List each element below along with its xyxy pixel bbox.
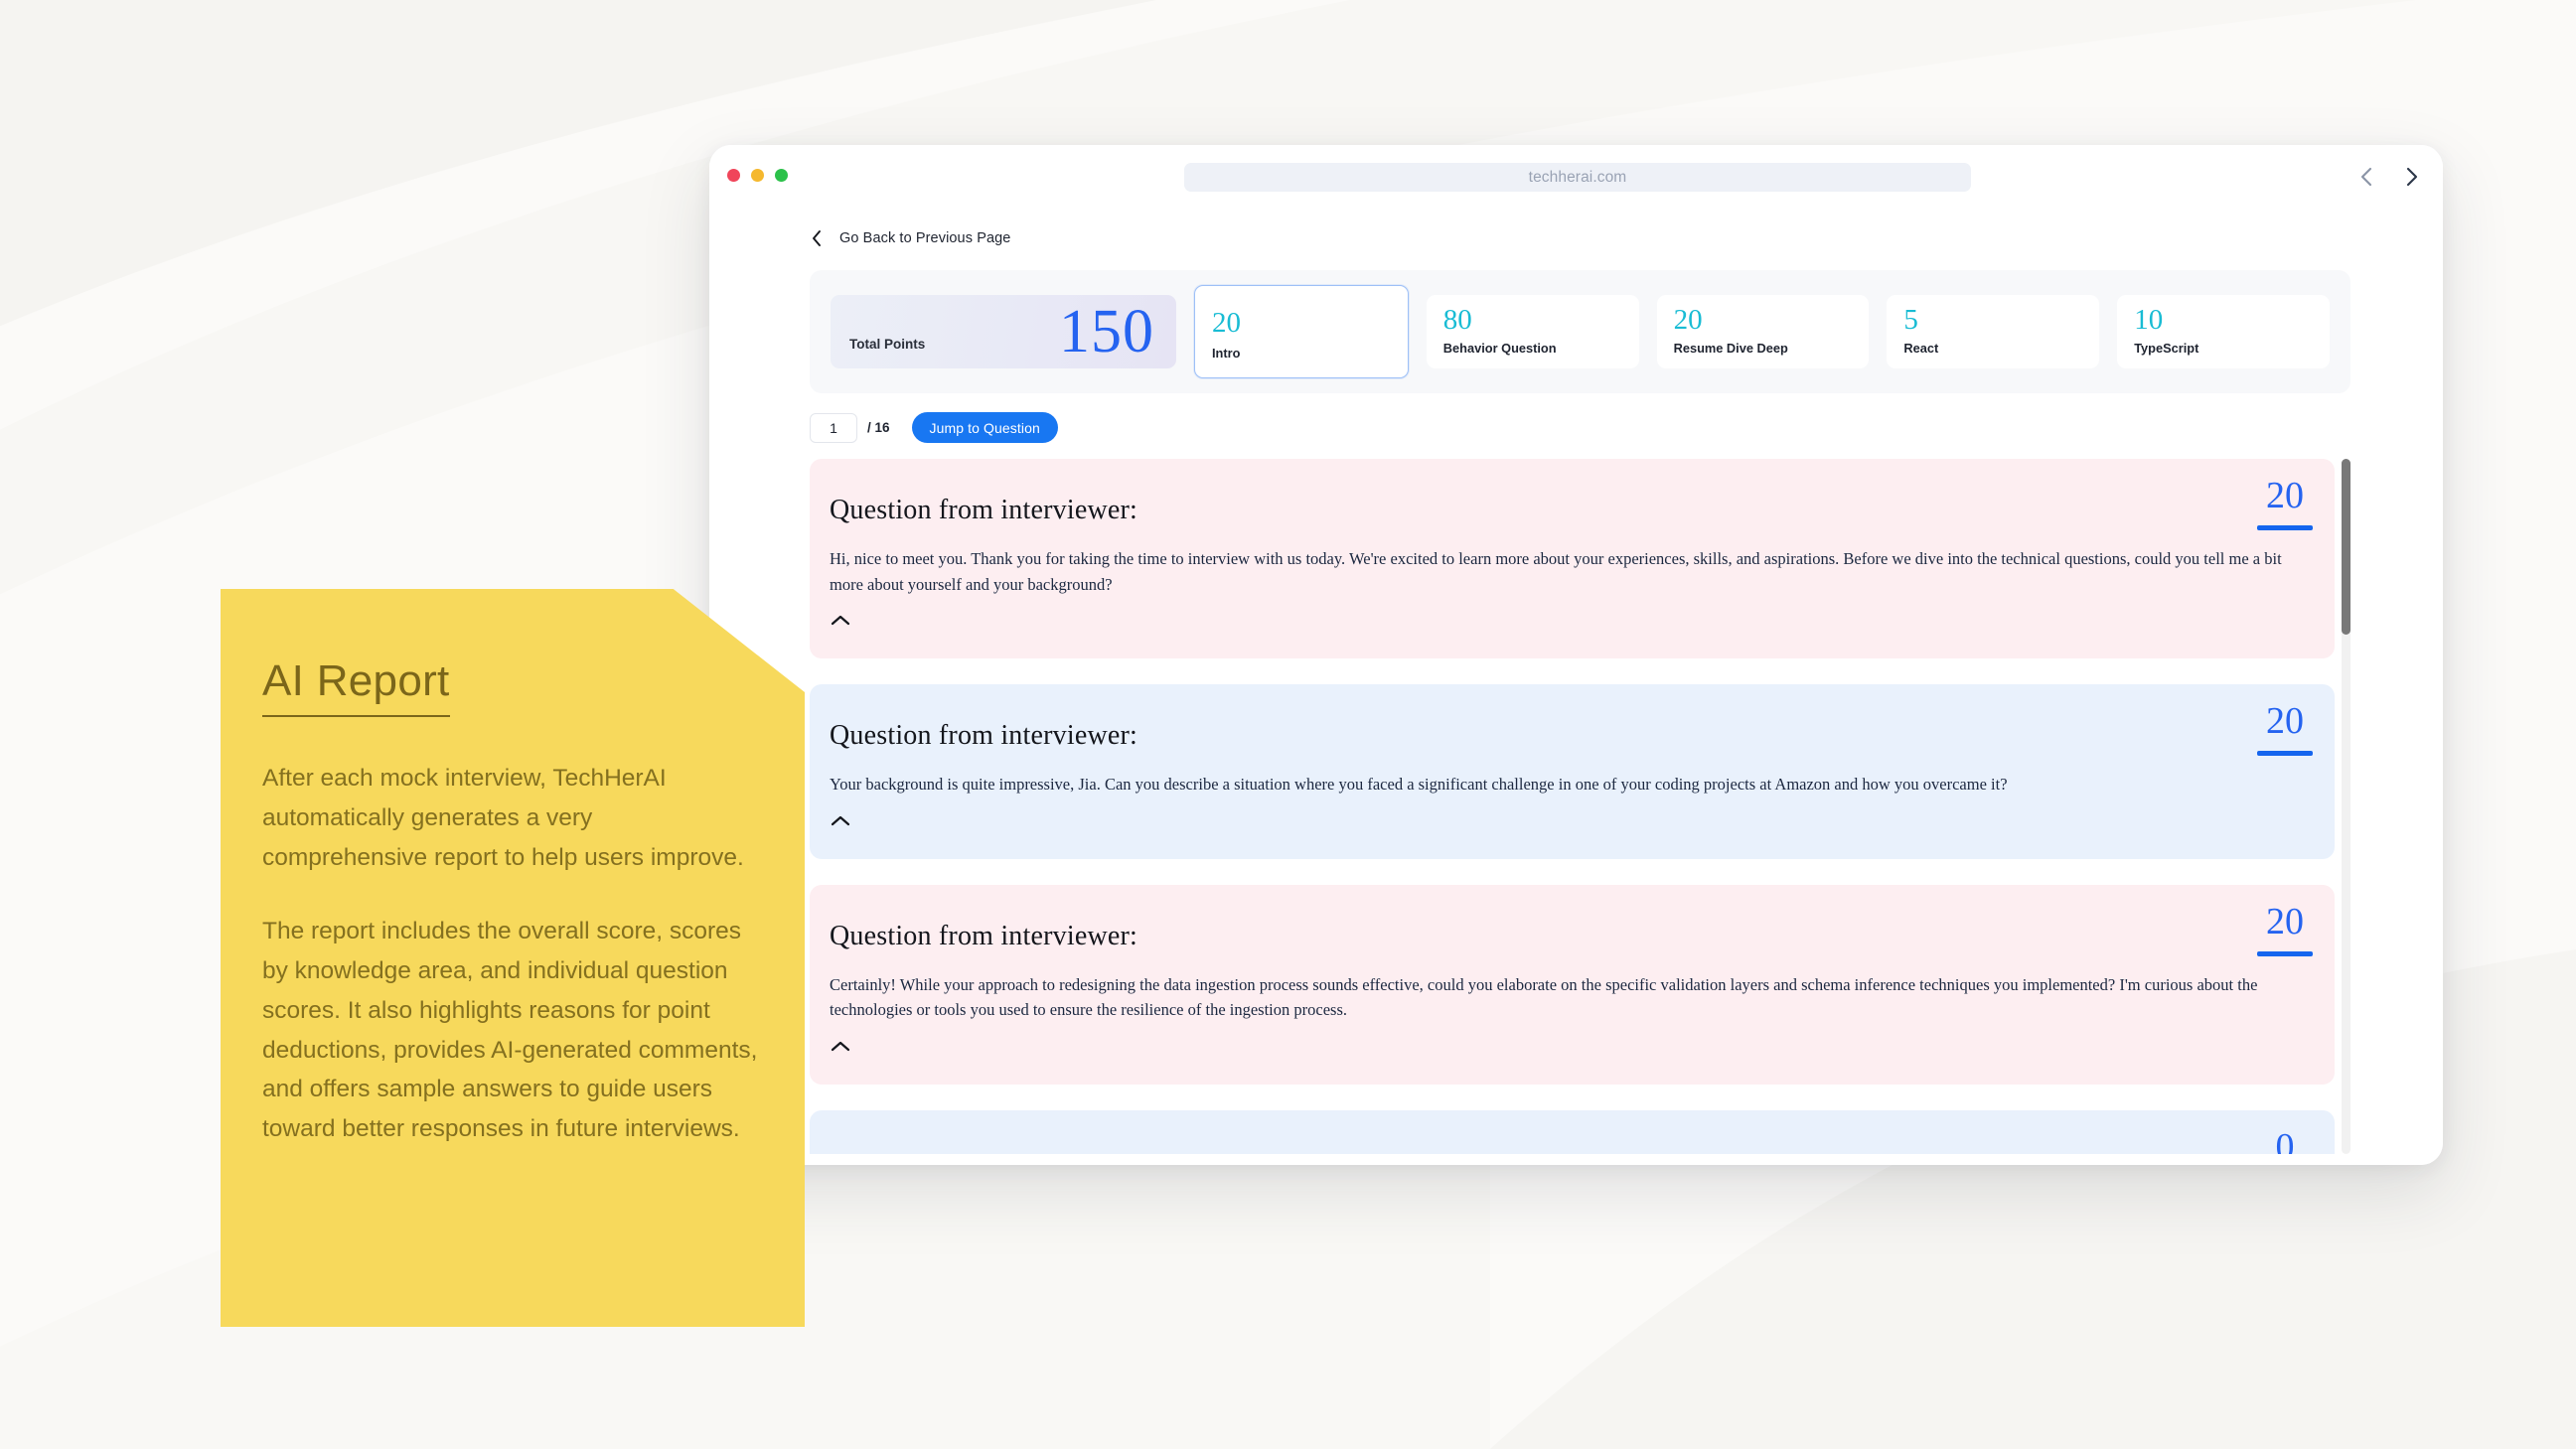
total-points-label: Total Points (849, 337, 926, 352)
chevron-up-icon[interactable] (830, 1039, 2295, 1055)
question-score-value: 20 (2266, 700, 2304, 743)
question-card[interactable]: 0 (810, 1109, 2335, 1154)
score-card-label: Behavior Question (1442, 341, 1557, 356)
jump-to-question-button[interactable]: Jump to Question (911, 412, 1058, 443)
question-score: 0 (2257, 1128, 2313, 1154)
browser-nav-arrows (2357, 165, 2421, 189)
ai-report-note: AI Report After each mock interview, Tec… (221, 589, 805, 1327)
chevron-left-icon[interactable] (2357, 165, 2375, 189)
question-title: Question from interviewer: (830, 920, 1138, 951)
question-score-value: 20 (2266, 475, 2304, 516)
score-card-intro[interactable]: 20 Intro (1194, 285, 1409, 378)
questions-scrollbar-track[interactable] (2342, 459, 2350, 1154)
score-card-typescript[interactable]: 10 TypeScript (2117, 295, 2330, 368)
ai-report-paragraph-2: The report includes the overall score, s… (262, 917, 758, 1143)
browser-window: techherai.com Go Back to Previous Page T… (709, 145, 2443, 1165)
ai-report-paragraph-1: After each mock interview, TechHerAI aut… (262, 765, 744, 871)
question-body: Hi, nice to meet you. Thank you for taki… (830, 549, 2282, 594)
score-card-react[interactable]: 5 React (1887, 295, 2100, 368)
chevron-left-icon (811, 228, 824, 248)
score-card-label: React (1903, 341, 1939, 356)
question-title: Question from interviewer: (830, 495, 1138, 525)
window-traffic-lights (727, 169, 788, 182)
score-card-value: 20 (1212, 307, 1241, 339)
chevron-up-icon[interactable] (830, 813, 2295, 829)
question-score-underline (2257, 950, 2313, 956)
questions-list: Question from interviewer: Hi, nice to m… (810, 459, 2350, 1154)
question-score: 20 (2257, 700, 2313, 757)
question-card[interactable]: Question from interviewer: Hi, nice to m… (810, 459, 2335, 659)
question-score-underline (2257, 751, 2313, 757)
question-score: 20 (2257, 903, 2313, 956)
question-card[interactable]: Question from interviewer: Certainly! Wh… (810, 884, 2335, 1085)
score-summary-strip: Total Points 150 20 Intro 80 Behavior Qu… (810, 270, 2350, 393)
score-card-resume-dive-deep[interactable]: 20 Resume Dive Deep (1656, 295, 1870, 368)
total-points-value: 150 (1059, 298, 1154, 365)
score-card-value: 5 (1903, 304, 1918, 336)
chevron-up-icon[interactable] (830, 613, 2295, 629)
address-bar[interactable]: techherai.com (1184, 163, 1971, 192)
app-content: Go Back to Previous Page Total Points 15… (709, 207, 2443, 1165)
question-score-value: 20 (2266, 900, 2304, 942)
address-bar-url: techherai.com (1528, 168, 1627, 186)
score-card-label: Intro (1212, 346, 1241, 361)
close-window-button[interactable] (727, 169, 740, 182)
question-score: 20 (2257, 477, 2313, 530)
score-card-label: TypeScript (2134, 341, 2199, 356)
question-score-underline (2257, 525, 2313, 530)
go-back-label: Go Back to Previous Page (839, 230, 1011, 246)
question-pager: / 16 Jump to Question (810, 412, 2443, 443)
page-number-input[interactable] (810, 412, 857, 443)
question-title: Question from interviewer: (830, 720, 1138, 752)
question-card[interactable]: Question from interviewer: Your backgrou… (810, 684, 2335, 859)
score-card-value: 80 (1442, 304, 1472, 336)
maximize-window-button[interactable] (775, 169, 788, 182)
question-body: Your background is quite impressive, Jia… (830, 775, 2008, 795)
score-card-value: 20 (1673, 304, 1703, 336)
questions-scrollbar-thumb[interactable] (2342, 459, 2350, 635)
minimize-window-button[interactable] (751, 169, 764, 182)
question-body: Certainly! While your approach to redesi… (830, 974, 2258, 1020)
go-back-link[interactable]: Go Back to Previous Page (709, 207, 2443, 248)
ai-report-title: AI Report (262, 656, 450, 717)
score-card-value: 10 (2134, 304, 2164, 336)
score-card-behavior-question[interactable]: 80 Behavior Question (1426, 295, 1639, 368)
score-card-label: Resume Dive Deep (1673, 341, 1788, 356)
chevron-right-icon[interactable] (2403, 165, 2421, 189)
page-total-label: / 16 (867, 420, 890, 435)
questions-scroll-area[interactable]: Question from interviewer: Hi, nice to m… (810, 459, 2350, 1154)
question-score-value: 0 (2275, 1125, 2295, 1154)
browser-titlebar: techherai.com (709, 145, 2443, 207)
total-points-card[interactable]: Total Points 150 (831, 295, 1176, 368)
